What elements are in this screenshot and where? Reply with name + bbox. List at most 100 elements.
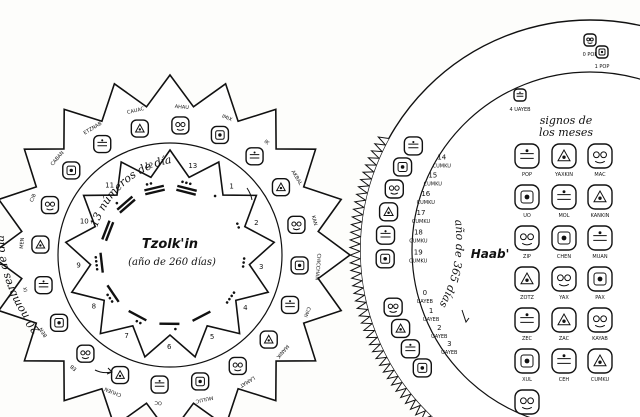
haab-wheel-number: 15 [428,171,437,179]
day-number-mark [106,284,120,303]
month-sign-label: KANKIN [591,213,610,219]
day-number-label: 7 [124,332,128,340]
month-sign-label: MUAN [592,254,607,260]
month-sign-label: CHEN [557,254,571,260]
haab-tooth [364,164,377,173]
haab-tooth [414,405,426,416]
haab-tooth [399,388,411,399]
month-sign-label: ZAC [559,336,570,342]
day-number-label: 4 [243,304,248,312]
haab-tooth [374,350,387,360]
outer-arrowhead-icon [106,367,113,375]
day-glyph-etznab [93,134,112,154]
day-number-mark [159,322,180,331]
day-number-mark [115,195,136,214]
haab-tooth [394,382,407,393]
day-number-mark [192,310,211,322]
month-sign-yax [551,266,577,292]
day-name-label: MULUC [195,394,214,404]
haab-tooth [348,250,361,260]
day-number-label: 13 [188,162,197,170]
haab-wheel-glyph [383,297,403,317]
month-sign-label: CUMKU [591,377,610,383]
haab-wheel-month: UAYEB [417,299,434,305]
day-name-label: CHICCHAN [313,253,321,280]
day-glyph-manik [259,330,278,349]
month-sign-pax [587,266,613,292]
haab-tooth [422,410,431,417]
month-sign-label: POP [522,172,532,178]
month-sign-zotz [514,266,540,292]
month-sign-label: ZOTZ [520,295,534,301]
day-glyph-caban [62,161,81,180]
haab-tooth [352,206,365,216]
haab-tooth [404,393,416,405]
haab-wheel-teeth [348,136,432,417]
haab-wheel-glyph [403,136,424,156]
haab-tooth [371,343,384,353]
month-sign-chen [551,225,577,251]
day-name-label: CIB [29,193,38,204]
haab-tooth [355,192,368,201]
haab-tooth [365,330,378,339]
haab-tooth [370,150,383,159]
haab-tooth [351,280,364,289]
outer-arrow-icon [94,369,112,374]
month-sign-label: ZIP [523,254,531,260]
day-name-label: IX [22,286,29,293]
haab-tooth [367,157,380,166]
haab-wheel-number: 3 [447,340,451,348]
haab-arrow-icon [461,309,470,324]
month-sign-uayeb [514,389,540,415]
haab-wheel-glyph [392,157,413,177]
day-number-label: 10 [80,218,89,226]
month-sign-label: YAXKIN [554,172,573,178]
tzolkin-day-glyphs: AHAUIMIXIKAKBALKANCHICCHANCIMIMANIKLAMAT… [19,104,321,406]
haab-rim-glyph [583,33,597,47]
month-sign-mac [587,143,613,169]
haab-tooth [382,363,394,373]
day-name-label: CAUAC [127,106,146,116]
month-sign-label: UO [523,213,531,219]
month-sign-muan [587,225,613,251]
day-glyph-chuen [110,365,130,385]
haab-tooth [390,376,403,386]
haab-wheel-number: 16 [421,190,430,198]
day-number-label: 12 [144,162,153,170]
haab-tooth [348,236,361,245]
day-number-label: 9 [76,261,80,269]
haab-tooth [348,243,361,252]
tzolkin-inner-star [64,148,276,359]
haab-tooth [373,143,386,152]
month-sign-cumku [587,348,613,374]
day-name-label: KAN [310,215,318,227]
haab-wheel-number: 14 [437,154,446,162]
haab-wheel-glyph [384,179,404,199]
day-glyph-kan [287,215,306,235]
haab-tooth [352,287,365,296]
haab-wheel-number: 1 [429,307,433,315]
day-number-label: 5 [210,333,214,341]
haab-rim-glyph [513,88,527,102]
haab-tooth [360,316,373,325]
day-number-label: 3 [259,263,263,271]
haab-tooth [349,221,362,230]
day-name-label: AHAU [174,104,189,111]
day-number-mark [101,220,115,242]
haab-wheel-glyph [400,339,421,359]
day-name-label: EB [69,363,78,372]
tzolkin-inner-wheel [64,148,276,359]
haab-tooth [357,185,370,194]
day-number-mark [144,182,166,196]
haab-tooth [368,337,381,346]
haab-wheel-glyph [378,202,399,222]
month-sign-kankin [587,184,613,210]
haab-tooth [361,171,374,180]
day-glyph-cib [40,195,60,215]
haab-rim-label: 1 POP [595,64,610,70]
haab-wheel-glyph [375,225,396,245]
day-glyph-cimi [280,295,300,315]
haab-tooth [355,301,368,310]
haab-title: Haab' [471,247,510,261]
